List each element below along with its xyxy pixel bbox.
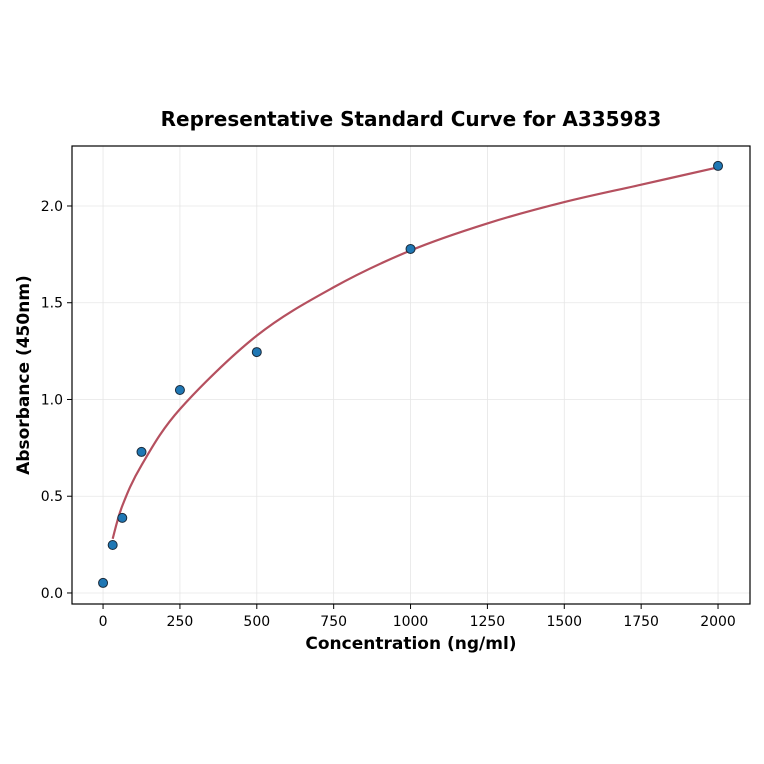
y-tick-label: 1.5 — [41, 296, 63, 312]
x-tick-label: 500 — [243, 614, 270, 630]
x-tick-label: 2000 — [700, 614, 736, 630]
data-point — [107, 539, 118, 550]
x-tick-label: 0 — [99, 614, 108, 630]
y-tick-label: 0.0 — [41, 586, 63, 602]
x-tick-label: 1000 — [393, 614, 429, 630]
y-tick-label: 0.5 — [41, 489, 63, 505]
y-tick-label: 2.0 — [41, 199, 63, 215]
data-point — [136, 446, 147, 457]
x-axis-ticks: 0 250 500 750 1000 1250 1500 1750 2000 — [99, 604, 736, 630]
data-point — [174, 384, 185, 395]
x-tick-label: 1500 — [546, 614, 582, 630]
x-tick-label: 1250 — [470, 614, 506, 630]
y-axis-label: Absorbance (450nm) — [14, 275, 34, 475]
chart-title: Representative Standard Curve for A33598… — [161, 107, 662, 131]
data-point — [713, 160, 724, 171]
x-tick-label: 1750 — [623, 614, 659, 630]
data-points — [98, 160, 724, 588]
x-tick-label: 750 — [320, 614, 347, 630]
fit-curve — [111, 166, 719, 540]
y-axis-ticks: 0.0 0.5 1.0 1.5 2.0 — [41, 199, 72, 602]
data-point — [117, 512, 128, 523]
y-tick-label: 1.0 — [41, 392, 63, 408]
fit-curve-layer — [111, 166, 719, 540]
x-tick-label: 250 — [167, 614, 194, 630]
x-axis-label: Concentration (ng/ml) — [305, 634, 516, 654]
data-point — [405, 243, 416, 254]
data-point — [98, 577, 109, 588]
plot-frame — [71, 145, 751, 605]
data-point — [251, 347, 262, 358]
grid — [72, 146, 750, 604]
